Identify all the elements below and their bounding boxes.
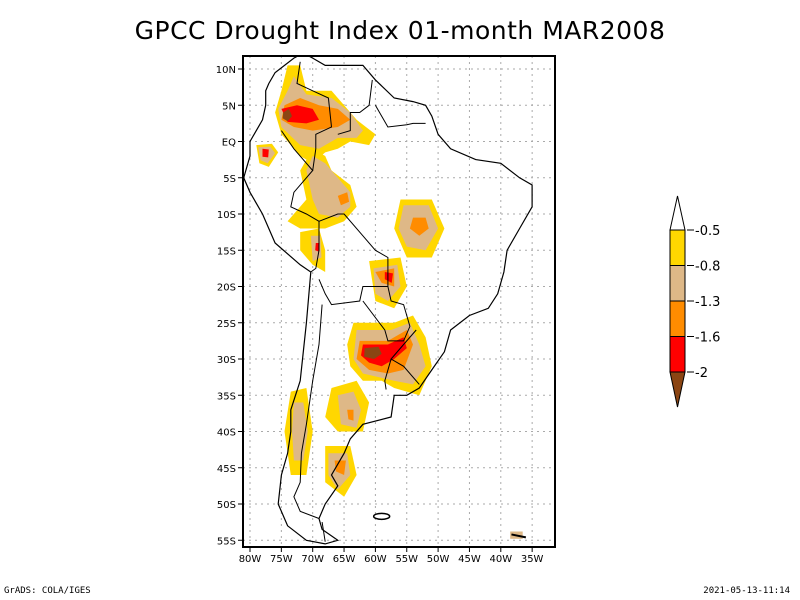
- y-tick-label: 55S: [217, 536, 236, 547]
- colorbar-segment: [669, 265, 686, 302]
- y-tick-label: 25S: [217, 319, 236, 330]
- continent-coastline: [243, 56, 533, 545]
- x-tick-label: 35W: [521, 554, 544, 565]
- country-border: [384, 358, 392, 390]
- map-frame: [242, 55, 556, 548]
- map-title: GPCC Drought Index 01-month MAR2008: [134, 16, 666, 45]
- coastline-outline: [243, 56, 533, 545]
- x-tick-label: 80W: [239, 554, 262, 565]
- drought-contour-fill: [347, 409, 354, 421]
- country-border: [337, 79, 373, 135]
- country-border: [293, 304, 323, 519]
- x-tick-label: 75W: [270, 554, 293, 565]
- colorbar-label: -2: [695, 366, 708, 381]
- y-axis-ticks: 10N 5N EQ 5S 10S 15S 20S 25S 30S 35S 40S 45S 50S 55S: [216, 65, 243, 547]
- country-border: [321, 522, 326, 542]
- x-tick-label: 60W: [364, 554, 387, 565]
- drought-contour-fill: [281, 105, 319, 124]
- colorbar-upper-triangle: [669, 195, 686, 231]
- country-border: [280, 130, 320, 273]
- country-border: [362, 286, 411, 342]
- x-tick-label: 70W: [301, 554, 324, 565]
- drought-contour-fill: [306, 156, 351, 218]
- country-border: [318, 213, 389, 306]
- drought-contour-fill: [337, 192, 350, 206]
- timestamp: 2021-05-13-11:14: [703, 586, 790, 596]
- plot-area: [243, 56, 555, 547]
- colorbar-legend: -0.5 -0.8 -1.3 -1.6 -2: [669, 195, 720, 408]
- drought-contour-fill: [292, 402, 308, 461]
- drought-contour-fill: [364, 346, 382, 359]
- drought-contour-fill: [361, 337, 407, 367]
- y-tick-label: 5S: [223, 174, 236, 185]
- colorbar-segment: [669, 300, 686, 337]
- falkland-islands: [372, 512, 391, 521]
- grads-credit: GrADS: COLA/IGES: [4, 586, 91, 596]
- x-tick-label: 45W: [458, 554, 481, 565]
- colorbar-label: -1.6: [695, 331, 720, 346]
- drought-fill-layer: [256, 65, 523, 539]
- country-border: [374, 105, 426, 128]
- y-tick-label: EQ: [222, 138, 236, 149]
- y-tick-label: 20S: [217, 283, 236, 294]
- drought-contour-fill: [282, 108, 292, 122]
- drought-contour-fill: [384, 272, 393, 283]
- drought-contour-fill: [262, 148, 269, 158]
- y-tick-label: 30S: [217, 355, 236, 366]
- colorbar-segment: [669, 336, 686, 373]
- x-tick-label: 65W: [333, 554, 356, 565]
- south-georgia-island: [511, 533, 527, 539]
- y-tick-label: 45S: [217, 464, 236, 475]
- y-tick-label: 40S: [217, 428, 236, 439]
- colorbar-segment: [669, 229, 686, 266]
- y-tick-label: 35S: [217, 391, 236, 402]
- y-tick-label: 5N: [222, 101, 236, 112]
- country-border: [296, 61, 333, 171]
- colorbar-label: -1.3: [695, 295, 720, 310]
- drought-contour-fill: [409, 217, 429, 236]
- y-tick-label: 15S: [217, 246, 236, 257]
- y-tick-label: 10N: [216, 65, 236, 76]
- colorbar-lower-triangle: [669, 371, 686, 408]
- y-tick-label: 50S: [217, 500, 236, 511]
- y-tick-label: 10S: [217, 210, 236, 221]
- x-tick-label: 40W: [489, 554, 512, 565]
- x-axis-ticks: 80W 75W 70W 65W 60W 55W 50W 45W 40W 35W: [239, 547, 544, 565]
- x-tick-label: 55W: [395, 554, 418, 565]
- x-tick-label: 50W: [427, 554, 450, 565]
- colorbar-label: -0.5: [695, 224, 720, 239]
- colorbar-label: -0.8: [695, 260, 720, 275]
- drought-contour-fill: [337, 391, 361, 428]
